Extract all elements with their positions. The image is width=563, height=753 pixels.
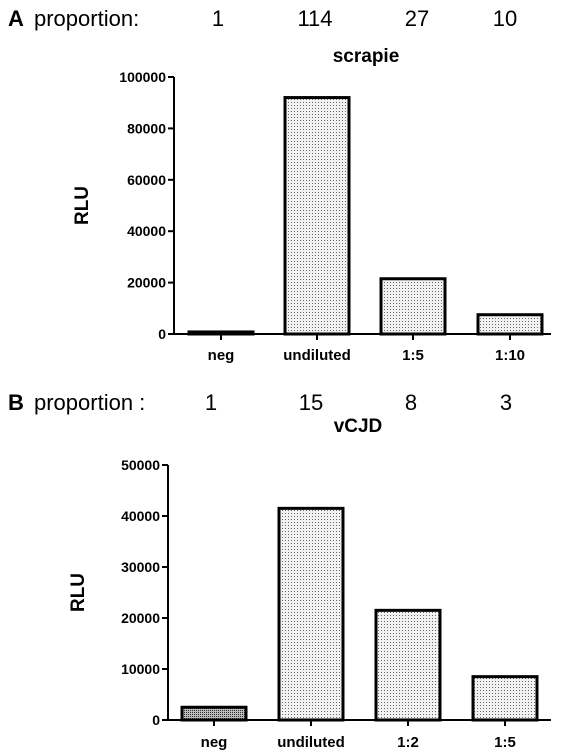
bar xyxy=(374,608,442,722)
panel-a-scrapie: A proportion: 1 114 27 10 scrapie RLU 0 200… xyxy=(0,0,563,372)
proportion-value: 3 xyxy=(499,390,513,415)
proportion-row: A proportion: 1 114 27 10 xyxy=(0,0,563,34)
panel-letter: A xyxy=(8,6,24,31)
x-category-label: neg xyxy=(208,347,235,364)
panel-letter: B xyxy=(8,390,24,415)
proportion-value: 1 xyxy=(211,6,225,31)
proportion-value: 1 xyxy=(204,390,218,415)
bar xyxy=(277,506,345,722)
y-tick-label: 50000 xyxy=(121,457,160,473)
proportion-value: 10 xyxy=(492,6,518,31)
y-tick-label: 0 xyxy=(152,712,160,728)
x-category-label: 1:10 xyxy=(495,347,525,364)
y-tick-label: 40000 xyxy=(121,508,160,524)
y-tick-label: 30000 xyxy=(121,559,160,575)
y-axis-label: RLU xyxy=(72,186,93,225)
x-category-label: neg xyxy=(201,734,228,751)
bar xyxy=(476,313,544,336)
y-tick-label: 100000 xyxy=(119,69,166,85)
proportion-row: B proportion : 1 15 8 3 xyxy=(0,384,563,418)
x-category-label: undiluted xyxy=(283,347,351,364)
x-category-label: 1:5 xyxy=(494,734,516,751)
bar-chart-vcjd: vCJD RLU 0 10000 20000 30000 40000 50000 neg undi… xyxy=(68,416,551,751)
bar xyxy=(471,675,539,722)
x-category-label: 1:2 xyxy=(397,734,419,751)
proportion-label: proportion : xyxy=(34,390,146,415)
y-axis-label: RLU xyxy=(68,573,89,612)
proportion-value: 8 xyxy=(404,390,418,415)
y-tick-label: 10000 xyxy=(121,661,160,677)
y-tick-label: 20000 xyxy=(121,610,160,626)
y-tick-label: 60000 xyxy=(127,172,166,188)
proportion-value: 15 xyxy=(298,390,324,415)
y-tick-label: 80000 xyxy=(127,120,166,136)
proportion-value: 27 xyxy=(404,6,430,31)
bar xyxy=(379,277,447,336)
proportion-label: proportion: xyxy=(34,6,140,31)
chart-title: vCJD xyxy=(334,416,383,437)
y-tick-label: 40000 xyxy=(127,223,166,239)
bar xyxy=(283,96,351,336)
bar xyxy=(180,705,248,722)
y-tick-label: 0 xyxy=(158,326,166,342)
x-category-label: undiluted xyxy=(277,734,345,751)
y-tick-label: 20000 xyxy=(127,275,166,291)
chart-title: scrapie xyxy=(333,46,400,67)
bar xyxy=(187,330,255,336)
x-category-label: 1:5 xyxy=(402,347,424,364)
bar-chart-scrapie: scrapie RLU 0 20000 40000 60000 80000 100000 neg… xyxy=(72,46,551,364)
panel-b-vcjd: B proportion : 1 15 8 3 vCJD RLU 0 10000 200… xyxy=(0,384,563,753)
proportion-value: 114 xyxy=(297,6,333,31)
